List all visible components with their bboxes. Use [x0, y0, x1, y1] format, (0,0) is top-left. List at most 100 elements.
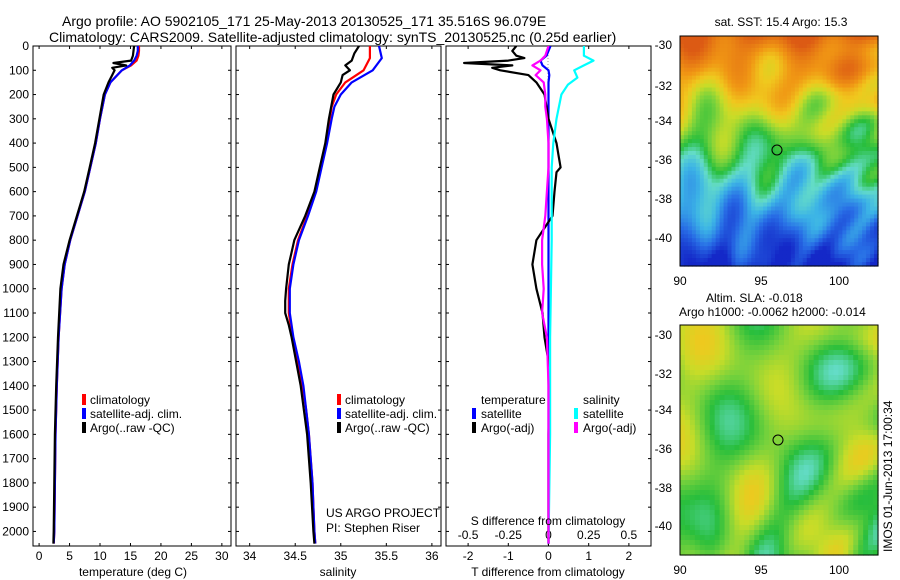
map-cell [755, 222, 760, 227]
map-cell [858, 198, 863, 204]
map-cell [862, 79, 867, 85]
map-cell [838, 147, 843, 152]
map-cell [764, 340, 770, 346]
map-cell [862, 139, 867, 144]
map-cell [779, 131, 784, 136]
map-cell [822, 107, 828, 112]
map-cell [729, 400, 736, 406]
map-cell [695, 55, 701, 61]
map-cell [703, 47, 709, 53]
map-cell [691, 107, 697, 112]
map-cell [779, 230, 784, 235]
map-cell [759, 455, 765, 461]
map-cell [793, 505, 800, 511]
map-cell [767, 186, 772, 192]
map-cell [866, 147, 871, 152]
map-cell [802, 107, 808, 112]
map-cell [842, 238, 847, 243]
map-cell [759, 111, 764, 116]
map-cell [755, 143, 760, 148]
map-cell [870, 39, 875, 45]
map-cell [779, 385, 785, 391]
map-cell [830, 258, 836, 263]
map-cell [747, 147, 752, 152]
map-cell [834, 234, 839, 239]
map-cell [754, 540, 760, 546]
map-cell [751, 75, 756, 81]
map-cell [850, 230, 855, 235]
map-cell [694, 450, 701, 456]
map-cell [854, 214, 859, 220]
map-cell [755, 151, 760, 156]
map-cell [790, 238, 796, 243]
map-cell [704, 495, 711, 501]
map-cell [683, 131, 689, 136]
map-cell [739, 405, 745, 411]
map-cell [790, 63, 796, 69]
map-cell [858, 226, 863, 231]
map-cell [749, 470, 755, 476]
map-cell [828, 400, 835, 406]
map-cell [838, 545, 844, 551]
depth-tick-label: 400 [9, 136, 29, 150]
map-cell [793, 500, 800, 506]
map-cell [727, 198, 733, 204]
map-cell [769, 515, 775, 521]
map-cell [754, 470, 760, 476]
map-cell [823, 540, 830, 546]
map-cell [759, 154, 764, 160]
map-cell [826, 99, 832, 105]
map-cell [833, 495, 839, 501]
map-cell [826, 222, 832, 227]
map-cell [695, 131, 701, 136]
map-cell [846, 151, 851, 156]
map-cell [802, 39, 808, 45]
map-cell [779, 218, 784, 223]
map-cell [680, 59, 685, 65]
map-cell [724, 515, 731, 521]
map-cell [814, 170, 820, 176]
map-cell [739, 330, 745, 336]
map-cell [759, 210, 764, 216]
map-cell [798, 430, 805, 436]
map-cell [854, 162, 859, 168]
map-cell [790, 103, 796, 108]
map-cell [848, 325, 854, 331]
map-cell [695, 206, 701, 212]
map-cell [771, 186, 776, 192]
map-cell [828, 460, 835, 466]
map-cell [744, 335, 750, 341]
map-cell [783, 370, 790, 376]
map-cell [691, 182, 697, 188]
map-cell [703, 131, 709, 136]
map-cell [727, 222, 733, 227]
map-cell [680, 43, 685, 49]
map-cell [788, 415, 795, 421]
map-cell [783, 350, 790, 356]
map-cell [764, 530, 770, 536]
map-cell [862, 258, 867, 263]
map-cell [813, 400, 820, 406]
map-cell [755, 162, 760, 168]
map-cell [786, 119, 792, 124]
map-cell [798, 182, 804, 188]
map-cell [711, 246, 717, 251]
map-cell [715, 79, 721, 85]
map-cell [828, 330, 835, 336]
map-cell [786, 186, 792, 192]
map-cell [806, 258, 812, 263]
map-cell [818, 83, 824, 89]
map-cell [699, 198, 705, 204]
map-cell [830, 242, 836, 247]
map-cell [714, 455, 721, 461]
map-cell [734, 400, 740, 406]
map-cell [680, 95, 685, 101]
map-cell [769, 380, 775, 386]
map-cell [743, 214, 748, 220]
map-cell [684, 370, 691, 376]
map-cell [853, 410, 859, 416]
map-cell [689, 510, 696, 516]
map-cell [727, 63, 733, 69]
y-tick: -36 [655, 153, 673, 167]
map-cell [808, 490, 815, 496]
